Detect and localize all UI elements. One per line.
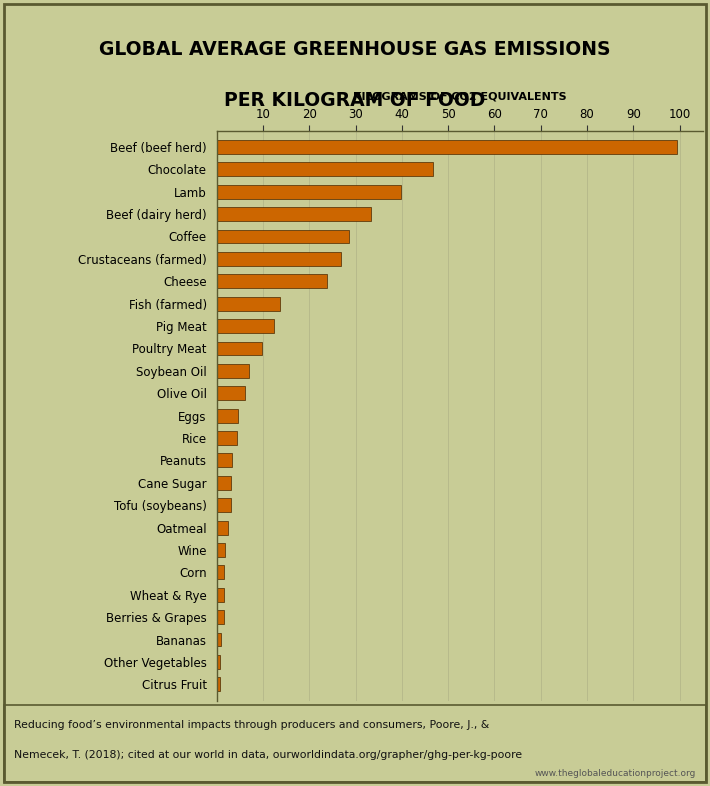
Text: Nemecek, T. (2018); cited at our world in data, ourworldindata.org/grapher/ghg-p: Nemecek, T. (2018); cited at our world i… — [14, 750, 523, 760]
Bar — [217, 633, 221, 646]
Text: GLOBAL AVERAGE GREENHOUSE GAS EMISSIONS: GLOBAL AVERAGE GREENHOUSE GAS EMISSIONS — [99, 40, 611, 59]
Bar — [217, 364, 249, 378]
Bar — [217, 588, 224, 602]
Text: www.theglobaleducationproject.org: www.theglobaleducationproject.org — [535, 769, 696, 778]
Bar — [217, 163, 432, 176]
Bar — [217, 341, 262, 355]
Bar — [217, 476, 231, 490]
Text: PER KILOGRAM OF FOOD: PER KILOGRAM OF FOOD — [224, 90, 486, 110]
Bar — [217, 610, 224, 624]
Bar — [217, 454, 231, 468]
Bar — [217, 319, 273, 333]
Bar — [217, 230, 349, 244]
Bar — [217, 252, 341, 266]
Bar — [217, 498, 231, 512]
Bar — [217, 140, 677, 154]
Bar — [217, 543, 225, 557]
Bar — [217, 274, 327, 288]
Bar — [217, 297, 280, 310]
Text: Reducing food’s environmental impacts through producers and consumers, Poore, J.: Reducing food’s environmental impacts th… — [14, 721, 489, 730]
Bar — [217, 185, 400, 199]
Bar — [217, 409, 238, 423]
Bar — [217, 520, 228, 534]
X-axis label: KILOGRAMS OF CO2 EQUIVALENTS: KILOGRAMS OF CO2 EQUIVALENTS — [353, 91, 567, 101]
Bar — [217, 386, 244, 400]
Bar — [217, 655, 220, 669]
Bar — [217, 431, 237, 445]
Bar — [217, 678, 219, 691]
Bar — [217, 565, 224, 579]
Bar — [217, 208, 371, 221]
